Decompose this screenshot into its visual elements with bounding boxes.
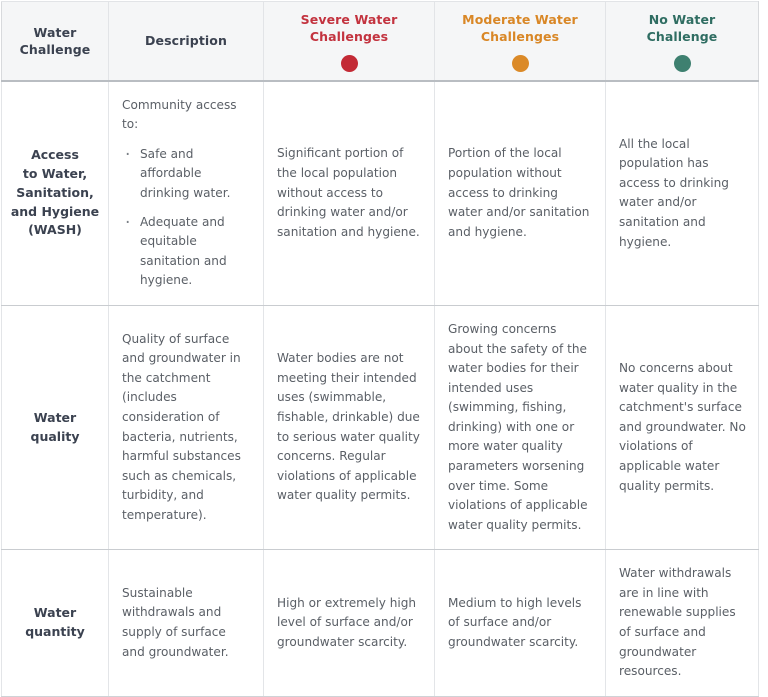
cell-wash-none: All the local population has access to d… bbox=[605, 80, 759, 306]
row-header-water-quality-line1: Water bbox=[33, 409, 77, 425]
cell-water-quality-none: No concerns about water quality in the c… bbox=[605, 304, 759, 551]
row-header-wash-line1: Access bbox=[31, 147, 79, 163]
cell-water-quantity-moderate: Medium to high levels of surface and/or … bbox=[434, 549, 606, 697]
column-header-moderate-line1: Moderate Water bbox=[462, 12, 578, 27]
cell-water-quantity-severe: High or extremely high level of surface … bbox=[263, 549, 435, 697]
wash-none-text: All the local population has access to d… bbox=[619, 136, 729, 249]
column-header-water-challenge-line2: Challenge bbox=[19, 41, 91, 57]
cell-wash-description: Community access to: Safe and affordable… bbox=[108, 80, 264, 306]
wash-moderate-text: Portion of the local population without … bbox=[448, 146, 590, 239]
water-quantity-severe-text: High or extremely high level of surface … bbox=[277, 595, 417, 649]
column-header-water-challenge-line1: Water bbox=[33, 25, 77, 40]
cell-water-quality-severe: Water bodies are not meeting their inten… bbox=[263, 304, 435, 551]
water-quantity-moderate-text: Medium to high levels of surface and/or … bbox=[448, 595, 582, 649]
column-header-moderate-water-challenges: Moderate Water Challenges bbox=[434, 0, 606, 82]
header-row: Water Challenge Description Severe Water… bbox=[1, 0, 759, 82]
water-quality-moderate-text: Growing concerns about the safety of the… bbox=[448, 321, 588, 532]
cell-water-quantity-description: Sustainable withdrawals and supply of su… bbox=[108, 549, 264, 697]
cell-wash-moderate: Portion of the local population without … bbox=[434, 80, 606, 306]
list-item: Adequate and equitable sanitation and hy… bbox=[125, 211, 251, 291]
list-item: Safe and affordable drinking water. bbox=[125, 143, 251, 204]
table-row-water-quantity: Water quantity Sustainable withdrawals a… bbox=[1, 549, 759, 697]
row-header-water-quantity-line2: quantity bbox=[25, 624, 85, 640]
column-header-moderate-line2: Challenges bbox=[480, 28, 560, 44]
row-header-wash-line2: to Water, bbox=[22, 166, 88, 182]
wash-severe-text: Significant portion of the local populat… bbox=[277, 146, 420, 239]
row-header-wash-line3: Sanitation, bbox=[16, 184, 94, 200]
column-header-no-water-challenge: No Water Challenge bbox=[605, 0, 759, 82]
row-header-water-quality-line2: quality bbox=[30, 428, 80, 444]
column-header-severe-line2: Challenges bbox=[309, 28, 389, 44]
column-header-description: Description bbox=[108, 0, 264, 82]
cell-wash-severe: Significant portion of the local populat… bbox=[263, 80, 435, 306]
no-challenge-status-dot-icon bbox=[673, 54, 691, 72]
column-header-none-line1: No Water bbox=[648, 12, 716, 27]
wash-description-bullet-list: Safe and affordable drinking water. Adeq… bbox=[122, 143, 251, 291]
water-quality-description-text: Quality of surface and groundwater in th… bbox=[122, 331, 241, 522]
table-row-water-quality: Water quality Quality of surface and gro… bbox=[1, 304, 759, 551]
column-header-severe-water-challenges: Severe Water Challenges bbox=[263, 0, 435, 82]
column-header-water-challenge: Water Challenge bbox=[1, 0, 109, 82]
severe-status-dot-icon bbox=[340, 54, 358, 72]
row-header-wash-line4: and Hygiene bbox=[10, 203, 100, 219]
row-header-water-quality: Water quality bbox=[1, 304, 109, 551]
cell-water-quality-moderate: Growing concerns about the safety of the… bbox=[434, 304, 606, 551]
water-quantity-description-text: Sustainable withdrawals and supply of su… bbox=[122, 585, 229, 659]
wash-description-lead: Community access to: bbox=[122, 97, 237, 132]
row-header-wash-line5: (WASH) bbox=[28, 222, 82, 238]
row-header-water-quantity: Water quantity bbox=[1, 549, 109, 697]
column-header-none-line2: Challenge bbox=[646, 28, 718, 44]
water-quality-none-text: No concerns about water quality in the c… bbox=[619, 361, 746, 493]
water-quality-severe-text: Water bodies are not meeting their inten… bbox=[277, 351, 420, 503]
row-header-water-quantity-line1: Water bbox=[33, 605, 77, 621]
water-quantity-none-text: Water withdrawals are in line with renew… bbox=[619, 566, 736, 679]
moderate-status-dot-icon bbox=[511, 54, 529, 72]
row-header-wash: Access to Water, Sanitation, and Hygiene… bbox=[1, 80, 109, 306]
table-header: Water Challenge Description Severe Water… bbox=[1, 0, 759, 82]
water-challenge-matrix-container: Water Challenge Description Severe Water… bbox=[0, 0, 768, 571]
cell-water-quality-description: Quality of surface and groundwater in th… bbox=[108, 304, 264, 551]
table-body: Access to Water, Sanitation, and Hygiene… bbox=[1, 80, 759, 697]
cell-water-quantity-none: Water withdrawals are in line with renew… bbox=[605, 549, 759, 697]
table-row-wash: Access to Water, Sanitation, and Hygiene… bbox=[1, 80, 759, 306]
column-header-severe-line1: Severe Water bbox=[300, 12, 398, 27]
column-header-description-line1: Description bbox=[145, 33, 227, 49]
